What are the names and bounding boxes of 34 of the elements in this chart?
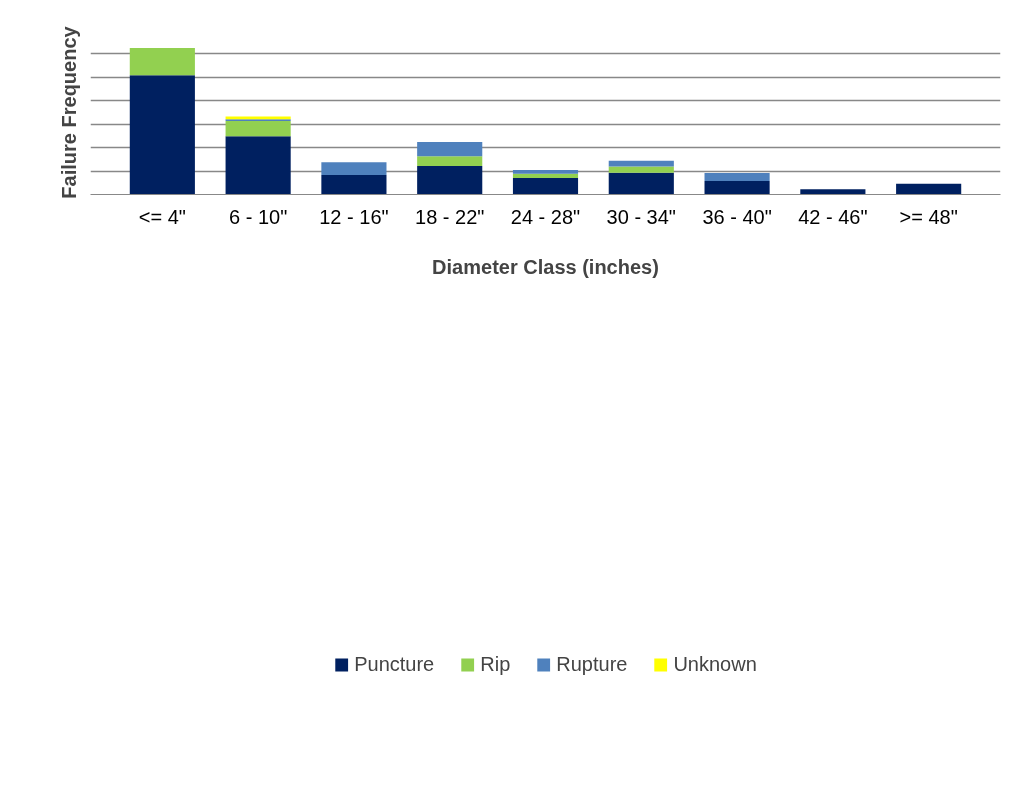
bar <box>608 160 674 167</box>
x-tick-label: <= 4" <box>138 205 186 228</box>
x-tick-label: 12 - 16" <box>319 205 389 228</box>
x-tick-label: 36 - 40" <box>702 205 772 228</box>
bar <box>512 173 579 179</box>
x-tick-label: 30 - 34" <box>606 205 676 228</box>
bar <box>417 156 483 166</box>
legend-label: Puncture <box>354 652 435 676</box>
bar <box>321 162 387 176</box>
bar <box>704 181 770 195</box>
bar <box>512 169 579 174</box>
legend-label: Rip <box>480 652 511 676</box>
bar <box>225 120 291 137</box>
y-axis-title: Failure Frequency <box>57 25 80 199</box>
x-axis-title: Diameter Class (inches) <box>432 255 659 278</box>
x-tick-label: >= 48" <box>899 205 958 228</box>
bar <box>129 75 195 195</box>
bar <box>321 175 387 195</box>
x-tick-label: 18 - 22" <box>415 205 485 228</box>
bar <box>608 172 674 195</box>
x-tick-label: 24 - 28" <box>510 205 581 228</box>
bar <box>129 48 195 76</box>
bar <box>512 178 579 195</box>
bar <box>225 136 291 195</box>
legend-label: Unknown <box>673 652 757 676</box>
legend-label: Rupture <box>556 652 628 676</box>
bar <box>417 141 483 157</box>
bar <box>896 183 962 195</box>
bar <box>800 189 866 195</box>
bar <box>417 165 483 195</box>
x-tick-label: 42 - 46" <box>798 205 868 228</box>
bar <box>704 173 770 182</box>
x-tick-label: 6 - 10" <box>229 205 288 228</box>
bar <box>608 166 674 173</box>
